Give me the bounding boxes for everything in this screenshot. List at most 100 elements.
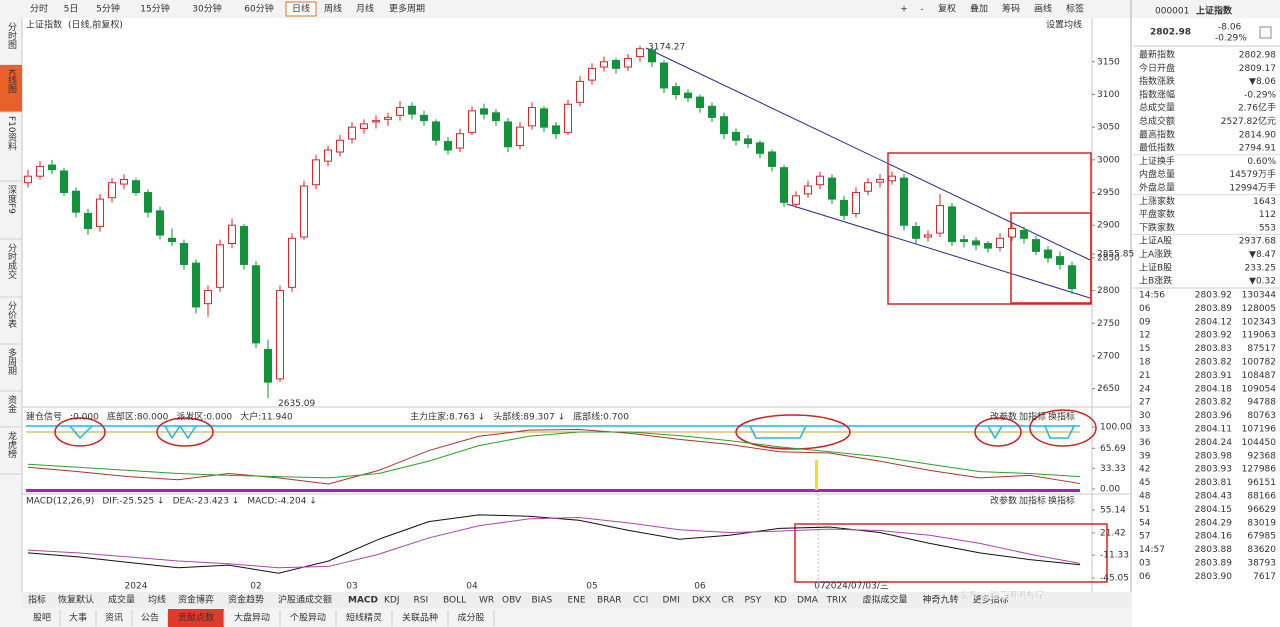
stat-label: 上证A股 — [1139, 236, 1172, 247]
side-tab[interactable]: 分时图 — [6, 22, 17, 50]
quote-change-pct: -0.29% — [1215, 34, 1247, 44]
candle-body — [816, 175, 824, 186]
period-button[interactable]: 周线 — [324, 3, 342, 15]
highlight-box — [1010, 212, 1092, 304]
add-button[interactable] — [1259, 26, 1272, 39]
bottom-tab[interactable]: 大盘异动 — [234, 612, 270, 624]
period-button[interactable]: 30分钟 — [192, 3, 221, 15]
indicator-tab[interactable]: 资金博弈 — [178, 594, 214, 606]
indicator-tab[interactable]: 成交量 — [108, 594, 135, 606]
indicator-tab[interactable]: BRAR — [597, 596, 621, 606]
bottom-tab[interactable]: 资讯 — [105, 613, 123, 624]
stat-label: 指数涨幅 — [1139, 88, 1175, 100]
side-tab[interactable]: 资金 — [6, 395, 17, 413]
side-tab[interactable]: 龙虎榜 — [6, 430, 17, 459]
side-tab[interactable]: K线图 — [6, 69, 17, 94]
tool-button[interactable]: 筹码 — [1002, 3, 1020, 15]
tick-time: 21 — [1139, 371, 1150, 381]
indicator-tab[interactable]: DKX — [692, 596, 711, 606]
panel-button[interactable]: 换指标 — [1048, 411, 1075, 423]
bottom-tab[interactable]: 短线精灵 — [346, 612, 382, 624]
panel-header: 头部线:89.307 ↓ — [493, 411, 565, 423]
indicator-tab[interactable]: 指标 — [28, 594, 46, 606]
panel-button[interactable]: 换指标 — [1048, 495, 1075, 507]
indicator-tab[interactable]: BOLL — [443, 596, 466, 606]
tick-volume: 109054 — [1242, 384, 1277, 394]
indicator-tab[interactable]: CCI — [633, 596, 648, 606]
stat-label: 上B涨跌 — [1139, 276, 1172, 287]
candle-body — [708, 105, 716, 118]
period-button[interactable]: 更多周期 — [389, 3, 425, 15]
bottom-tab[interactable]: 个股异动 — [290, 613, 326, 624]
period-button[interactable]: 分时 — [30, 3, 48, 15]
indicator-tab[interactable]: KD — [774, 596, 787, 606]
bottom-tab[interactable]: 股吧 — [33, 613, 51, 624]
indicator-tab[interactable]: KDJ — [384, 596, 400, 606]
panel-button[interactable]: 加指标 — [1019, 495, 1046, 507]
tool-button[interactable]: 画线 — [1034, 3, 1052, 15]
indicator-tab[interactable]: ENE — [568, 596, 586, 606]
period-button[interactable]: 5分钟 — [96, 3, 120, 15]
stat-value: 553 — [1259, 223, 1276, 233]
candle-body — [972, 240, 980, 246]
panel-button[interactable]: 改参数 — [990, 495, 1017, 507]
bottom-tab[interactable]: 贡献点数 — [178, 612, 214, 624]
indicator-tab[interactable]: PSY — [745, 596, 762, 606]
candle-body — [996, 237, 1004, 248]
indicator-tab[interactable]: 虚拟成交量 — [863, 594, 908, 606]
indicator-tab[interactable]: BIAS — [532, 596, 553, 606]
candle-body — [120, 178, 128, 185]
candle-body — [444, 141, 452, 151]
period-button[interactable]: 60分钟 — [244, 3, 273, 15]
indicator-tab[interactable]: RSI — [414, 596, 429, 606]
side-tab[interactable]: 多周期 — [6, 347, 17, 376]
tool-button[interactable]: 叠加 — [970, 4, 988, 15]
highlight-ellipse — [735, 414, 851, 450]
tick-time: 57 — [1139, 532, 1150, 542]
indicator-tab[interactable]: WR — [479, 596, 494, 606]
indicator-tab[interactable]: 神奇九转 — [923, 594, 959, 606]
panel-button[interactable]: 加指标 — [1019, 411, 1046, 423]
panel-button[interactable]: 改参数 — [990, 411, 1017, 423]
period-button[interactable]: 月线 — [356, 3, 374, 15]
ma-button[interactable]: 设置均线 — [1046, 19, 1082, 31]
side-tab[interactable]: 分价表 — [6, 301, 17, 329]
panel-header: 底部线:0.700 — [573, 411, 629, 423]
candle-body — [912, 226, 920, 239]
tool-button[interactable]: 复权 — [938, 3, 956, 15]
indicator-tab[interactable]: 恢复默认 — [58, 594, 94, 606]
tick-volume: 119063 — [1242, 331, 1276, 341]
bottom-tab[interactable]: 关联品种 — [402, 612, 438, 624]
indicator-tab[interactable]: DMA — [797, 596, 819, 606]
side-tab[interactable]: 深度F9 — [6, 185, 17, 214]
side-tab[interactable]: F10资料 — [6, 116, 17, 152]
side-tab[interactable]: 分时成交 — [6, 243, 17, 280]
highlight-ellipse — [974, 417, 1022, 447]
indicator-tab[interactable]: 均线 — [148, 594, 166, 606]
indicator-tab[interactable]: 更多指标 — [973, 594, 1009, 606]
indicator-tab[interactable]: 沪股通成交额 — [278, 594, 332, 606]
bottom-tab[interactable]: 公告 — [141, 612, 159, 624]
indicator-tab[interactable]: 资金趋势 — [228, 594, 264, 606]
bottom-tab[interactable]: 成分股 — [457, 612, 484, 624]
high-label: 3174.27 — [648, 42, 685, 52]
candle-body — [336, 139, 344, 153]
bottom-tab[interactable]: 大事 — [69, 612, 87, 624]
tool-button[interactable]: + — [900, 5, 908, 15]
period-button[interactable]: 日线 — [292, 3, 310, 15]
tool-button[interactable]: 标签 — [1066, 3, 1084, 15]
candle-body — [576, 80, 584, 103]
tick-volume: 128005 — [1242, 304, 1276, 314]
indicator-tab[interactable]: TRIX — [826, 596, 848, 606]
tick-volume: 104450 — [1242, 438, 1277, 448]
indicator-tab[interactable]: MACD — [348, 596, 378, 606]
indicator-tab[interactable]: DMI — [663, 596, 680, 606]
tool-button[interactable]: - — [920, 5, 923, 15]
indicator-tab[interactable]: OBV — [502, 596, 522, 606]
indicator-tab[interactable]: CR — [722, 596, 735, 606]
indicator-line — [27, 431, 1081, 479]
period-button[interactable]: 5日 — [64, 4, 79, 15]
candle-body — [276, 290, 284, 380]
period-button[interactable]: 15分钟 — [140, 3, 169, 15]
x-tick-label: 07 — [814, 582, 825, 592]
